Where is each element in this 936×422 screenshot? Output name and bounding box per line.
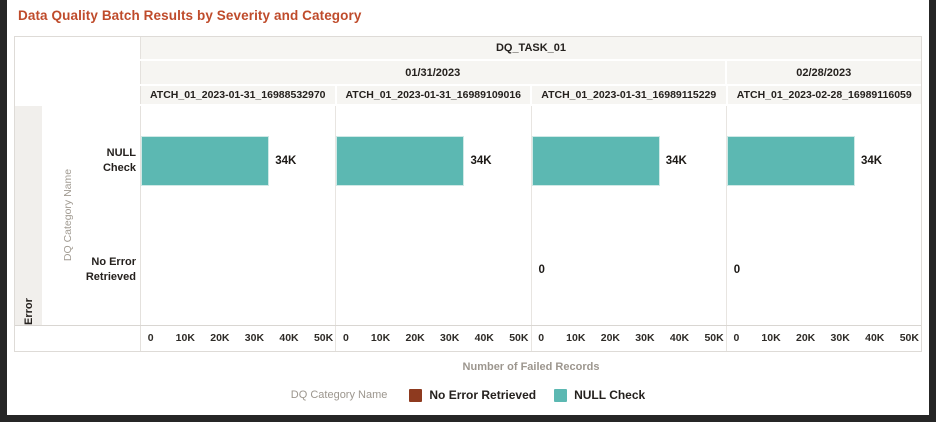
x-axis-ticks: 0 10K 20K 30K 40K 50K (532, 325, 727, 351)
x-tick-label: 40K (865, 332, 885, 345)
no-error-row: 0 (727, 216, 921, 325)
legend-item-label: No Error Retrieved (429, 388, 537, 402)
x-tick-label: 20K (405, 332, 425, 345)
trellis-grid: DQ_TASK_01 01/31/2023 02/28/2023 ATCH_01… (14, 36, 922, 352)
severity-strip: Error (15, 105, 42, 325)
header-row-batches: ATCH_01_2023-01-31_16988532970 ATCH_01_2… (15, 85, 921, 106)
null-check-bar[interactable] (141, 135, 270, 186)
x-axis-title: Number of Failed Records (462, 361, 600, 373)
trellis-panel-4: 34K 0 (726, 106, 921, 325)
no-error-row: 0 (532, 216, 726, 325)
header-batch-cell: ATCH_01_2023-01-31_16989109016 (336, 85, 532, 104)
header-batch-cell: ATCH_01_2023-01-31_16988532970 (141, 85, 337, 104)
null-check-bar[interactable] (531, 135, 660, 186)
no-error-row (141, 216, 335, 325)
legend: DQ Category Name No Error Retrieved NULL… (7, 388, 929, 402)
no-error-row (336, 216, 530, 325)
x-tick-label: 40K (279, 332, 299, 345)
category-cell: No Error Retrieved (42, 216, 140, 325)
bar-value-label: 34K (665, 154, 687, 167)
dashboard-canvas: Data Quality Batch Results by Severity a… (7, 0, 929, 415)
category-axis-label: DQ Category Name (62, 168, 74, 262)
chart-title: Data Quality Batch Results by Severity a… (18, 8, 362, 23)
x-tick-label: 10K (175, 332, 195, 345)
x-tick-label: 30K (830, 332, 850, 345)
null-check-bar[interactable] (336, 135, 465, 186)
x-tick-label: 50K (509, 332, 529, 345)
severity-label: Error (22, 297, 35, 325)
trellis-panel-3: 34K 0 (531, 105, 727, 325)
x-tick-label: 0 (147, 332, 154, 345)
x-tick-label: 50K (899, 332, 919, 345)
x-tick-label: 0 (538, 332, 545, 345)
header-corner-cell (15, 85, 141, 104)
x-tick-label: 50K (313, 332, 334, 345)
x-axis-tick-row: 0 10K 20K 30K 40K 50K 0 10K 20K 30K 40K 50K 0 10K 20… (15, 324, 921, 351)
x-tick-label: 50K (704, 332, 724, 345)
x-tick-label: 0 (733, 332, 740, 345)
header-task-cell: DQ_TASK_01 (141, 37, 921, 60)
zero-value-label: 0 (538, 264, 545, 277)
x-tick-label: 30K (244, 332, 265, 345)
category-cell: NULL Check (42, 106, 140, 216)
legend-swatch-icon (554, 388, 568, 402)
header-date-cell: 01/31/2023 (141, 61, 727, 84)
header-batch-cell: ATCH_01_2023-01-31_16989115229 (532, 85, 728, 104)
bar-value-label: 34K (470, 154, 492, 167)
trellis-panel-1: 34K (141, 105, 337, 325)
null-check-bar[interactable] (726, 135, 855, 186)
x-axis-ticks: 0 10K 20K 30K 40K 50K (727, 326, 921, 351)
x-tick-label: 10K (761, 332, 781, 345)
category-label-no-error: No Error Retrieved (85, 256, 136, 284)
legend-item-no-error-retrieved[interactable]: No Error Retrieved (409, 388, 536, 402)
category-label-null-check: NULL Check (102, 146, 136, 174)
x-tick-label: 10K (370, 332, 391, 345)
trellis-panels: 34K 34K (141, 105, 921, 325)
header-corner-cell (15, 61, 141, 84)
header-batch-cell: ATCH_01_2023-02-28_16989116059 (727, 85, 921, 104)
null-check-row: 34K (141, 106, 335, 216)
zero-value-label: 0 (733, 264, 741, 277)
x-tick-label: 20K (210, 332, 230, 345)
x-axis-ticks: 0 10K 20K 30K 40K 50K (141, 325, 337, 351)
x-tick-label: 40K (474, 332, 494, 345)
null-check-row: 34K (336, 106, 530, 216)
x-tick-label: 0 (343, 332, 349, 345)
x-axis-ticks: 0 10K 20K 30K 40K 50K (336, 325, 532, 351)
header-corner-cell (15, 37, 141, 60)
null-check-row: 34K (726, 106, 921, 216)
header-row-task: DQ_TASK_01 (15, 37, 921, 62)
plot-body: Error DQ Category Name NULL Check No Err… (15, 105, 921, 325)
legend-item-label: NULL Check (574, 388, 646, 402)
x-tick-label: 20K (600, 332, 620, 345)
row-label-column: Error DQ Category Name NULL Check No Err… (15, 105, 141, 325)
tick-row-corner (15, 325, 141, 351)
legend-title: DQ Category Name (290, 389, 388, 401)
category-label-column: DQ Category Name NULL Check No Error Ret… (42, 106, 140, 325)
header-row-dates: 01/31/2023 02/28/2023 (15, 61, 921, 86)
legend-item-null-check[interactable]: NULL Check (554, 388, 645, 402)
legend-swatch-icon (409, 388, 423, 402)
header-date-cell: 02/28/2023 (726, 61, 921, 84)
x-tick-label: 40K (669, 332, 690, 345)
x-tick-label: 30K (635, 332, 655, 345)
trellis-panel-2: 34K (336, 105, 532, 325)
x-tick-label: 10K (566, 332, 586, 345)
bar-value-label: 34K (860, 154, 883, 167)
x-tick-label: 20K (795, 332, 816, 345)
x-tick-label: 30K (440, 332, 460, 345)
null-check-row: 34K (531, 106, 726, 216)
bar-value-label: 34K (275, 154, 297, 167)
